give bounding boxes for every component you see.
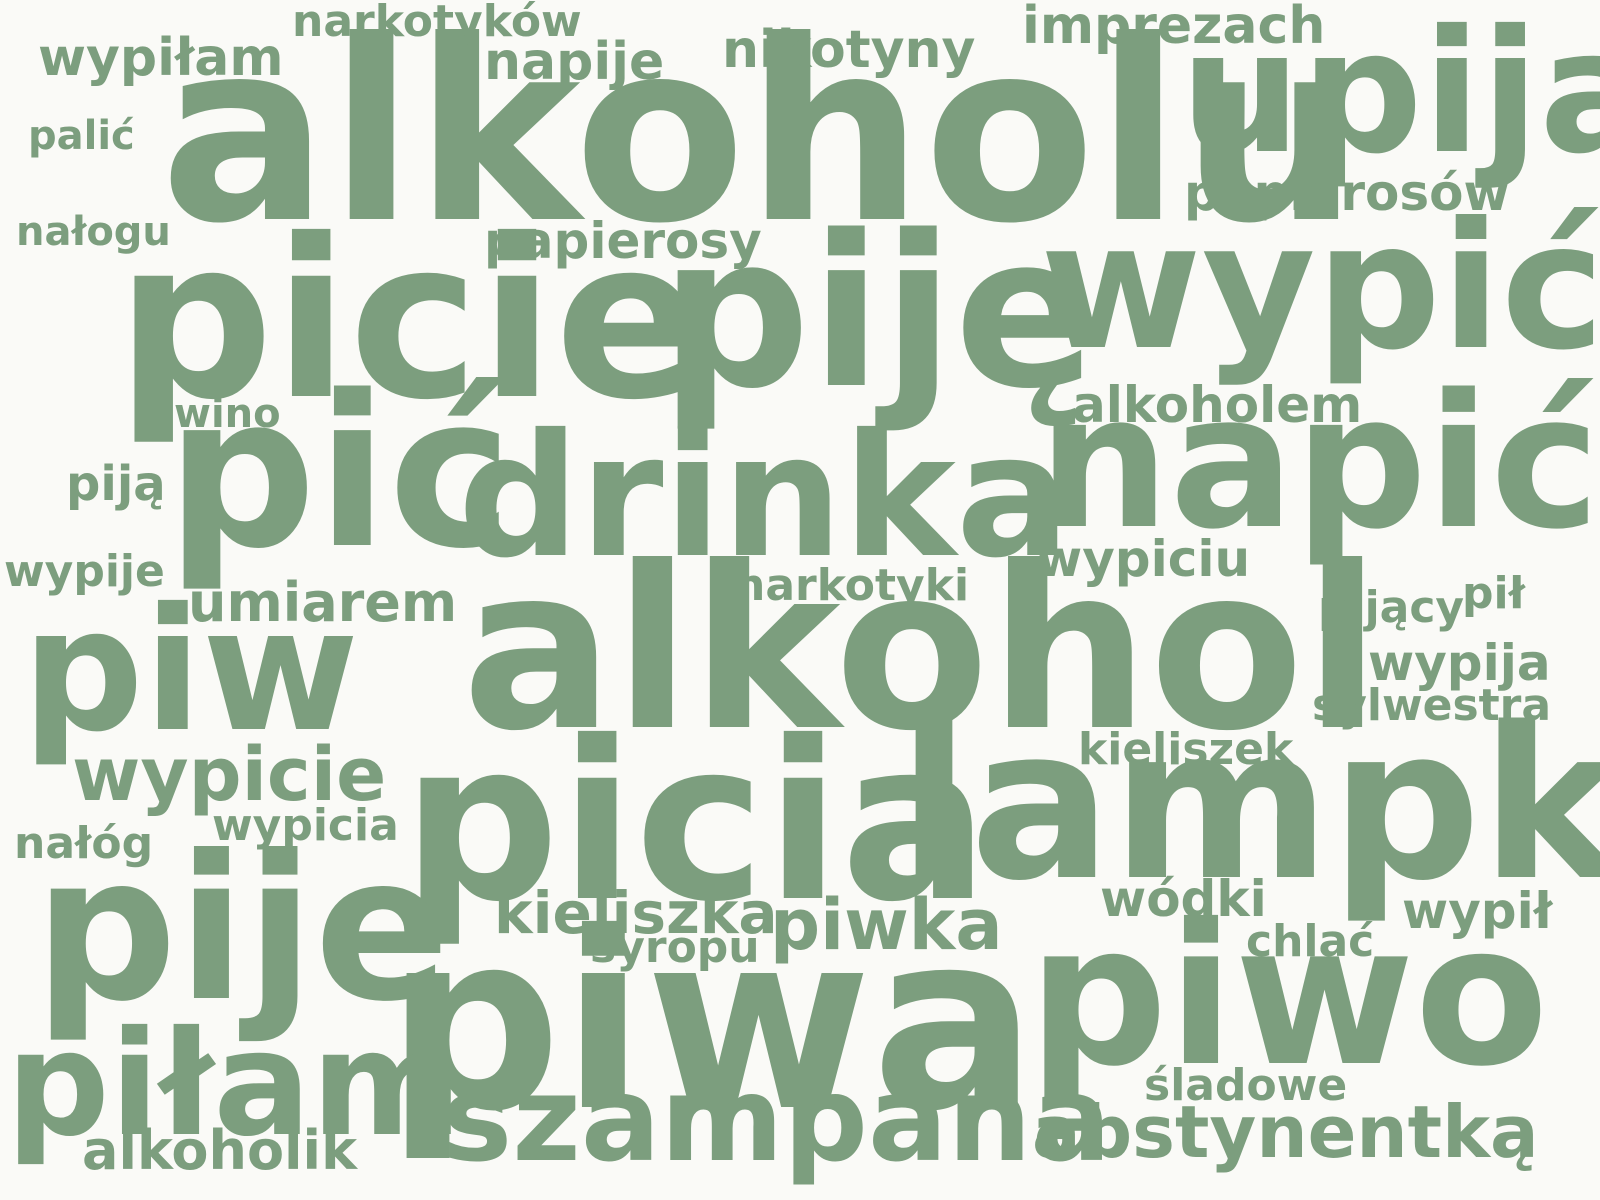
word-napije: napije bbox=[484, 32, 665, 92]
word-drinka: drinka bbox=[458, 398, 1071, 596]
word-pic: pić bbox=[166, 350, 513, 595]
word-kieliszek: kieliszek bbox=[1078, 724, 1294, 775]
word-kieliszka: kieliszka bbox=[494, 879, 778, 947]
word-piwa: piwa bbox=[386, 880, 1038, 1165]
word-chlac: chlać bbox=[1246, 916, 1375, 967]
word-palic: palić bbox=[28, 113, 135, 159]
word-wypic: wypić bbox=[1040, 186, 1600, 389]
word-upija: upija bbox=[1180, 0, 1600, 192]
word-piw: piw bbox=[22, 572, 360, 770]
word-wypija: wypija bbox=[1368, 634, 1551, 692]
word-umiarem: umiarem bbox=[188, 571, 458, 634]
word-alkoholu: alkoholu bbox=[160, 0, 1360, 278]
word-nalogu: nałogu bbox=[16, 209, 171, 255]
word-sylwestra: sylwestra bbox=[1312, 680, 1552, 731]
word-lampki: lampki bbox=[898, 682, 1600, 927]
word-alkoholem: alkoholem bbox=[1072, 376, 1363, 434]
word-wypil: wypił bbox=[1402, 882, 1553, 940]
word-narkotyki: narkotyki bbox=[734, 560, 970, 611]
word-picie: picie bbox=[116, 192, 704, 448]
word-sladowe: śladowe bbox=[1144, 1060, 1348, 1111]
word-szampana: szampana bbox=[442, 1050, 1112, 1188]
word-narkotykow: narkotyków bbox=[292, 0, 582, 47]
word-pijacy: pijący bbox=[1318, 582, 1465, 633]
word-wypicia: wypicia bbox=[212, 800, 399, 851]
word-wypiciu: wypiciu bbox=[1036, 530, 1251, 588]
word-wino: wino bbox=[174, 391, 281, 437]
word-alkoholik: alkoholik bbox=[82, 1119, 357, 1182]
word-syropu: syropu bbox=[590, 922, 760, 973]
word-piwo: piwo bbox=[1028, 882, 1549, 1109]
word-papierosy: papierosy bbox=[484, 212, 762, 270]
word-wodki: wódki bbox=[1100, 870, 1267, 928]
word-pije-accent: piję bbox=[660, 190, 1097, 435]
word-wypije: wypije bbox=[4, 546, 165, 597]
word-wypicie: wypicie bbox=[72, 732, 387, 818]
word-piwka: piwka bbox=[770, 884, 1003, 966]
word-napic: napić bbox=[1038, 354, 1600, 570]
word-abstynentka: abstynentką bbox=[1032, 1090, 1539, 1174]
word-papierosow: papierosów bbox=[1184, 164, 1510, 222]
word-picia: picia bbox=[402, 694, 990, 950]
word-pilam: piłam bbox=[6, 1000, 463, 1169]
word-alkohol: alkohol bbox=[462, 519, 1382, 781]
word-pija: piją bbox=[66, 456, 166, 512]
word-pije: pije bbox=[34, 813, 450, 1046]
word-wypilam: wypiłam bbox=[38, 28, 284, 88]
word-imprezach: imprezach bbox=[1022, 0, 1326, 56]
word-pil: pił bbox=[1462, 568, 1525, 619]
word-nikotyny: nikotyny bbox=[722, 20, 976, 80]
word-nalog: nałóg bbox=[14, 818, 154, 869]
